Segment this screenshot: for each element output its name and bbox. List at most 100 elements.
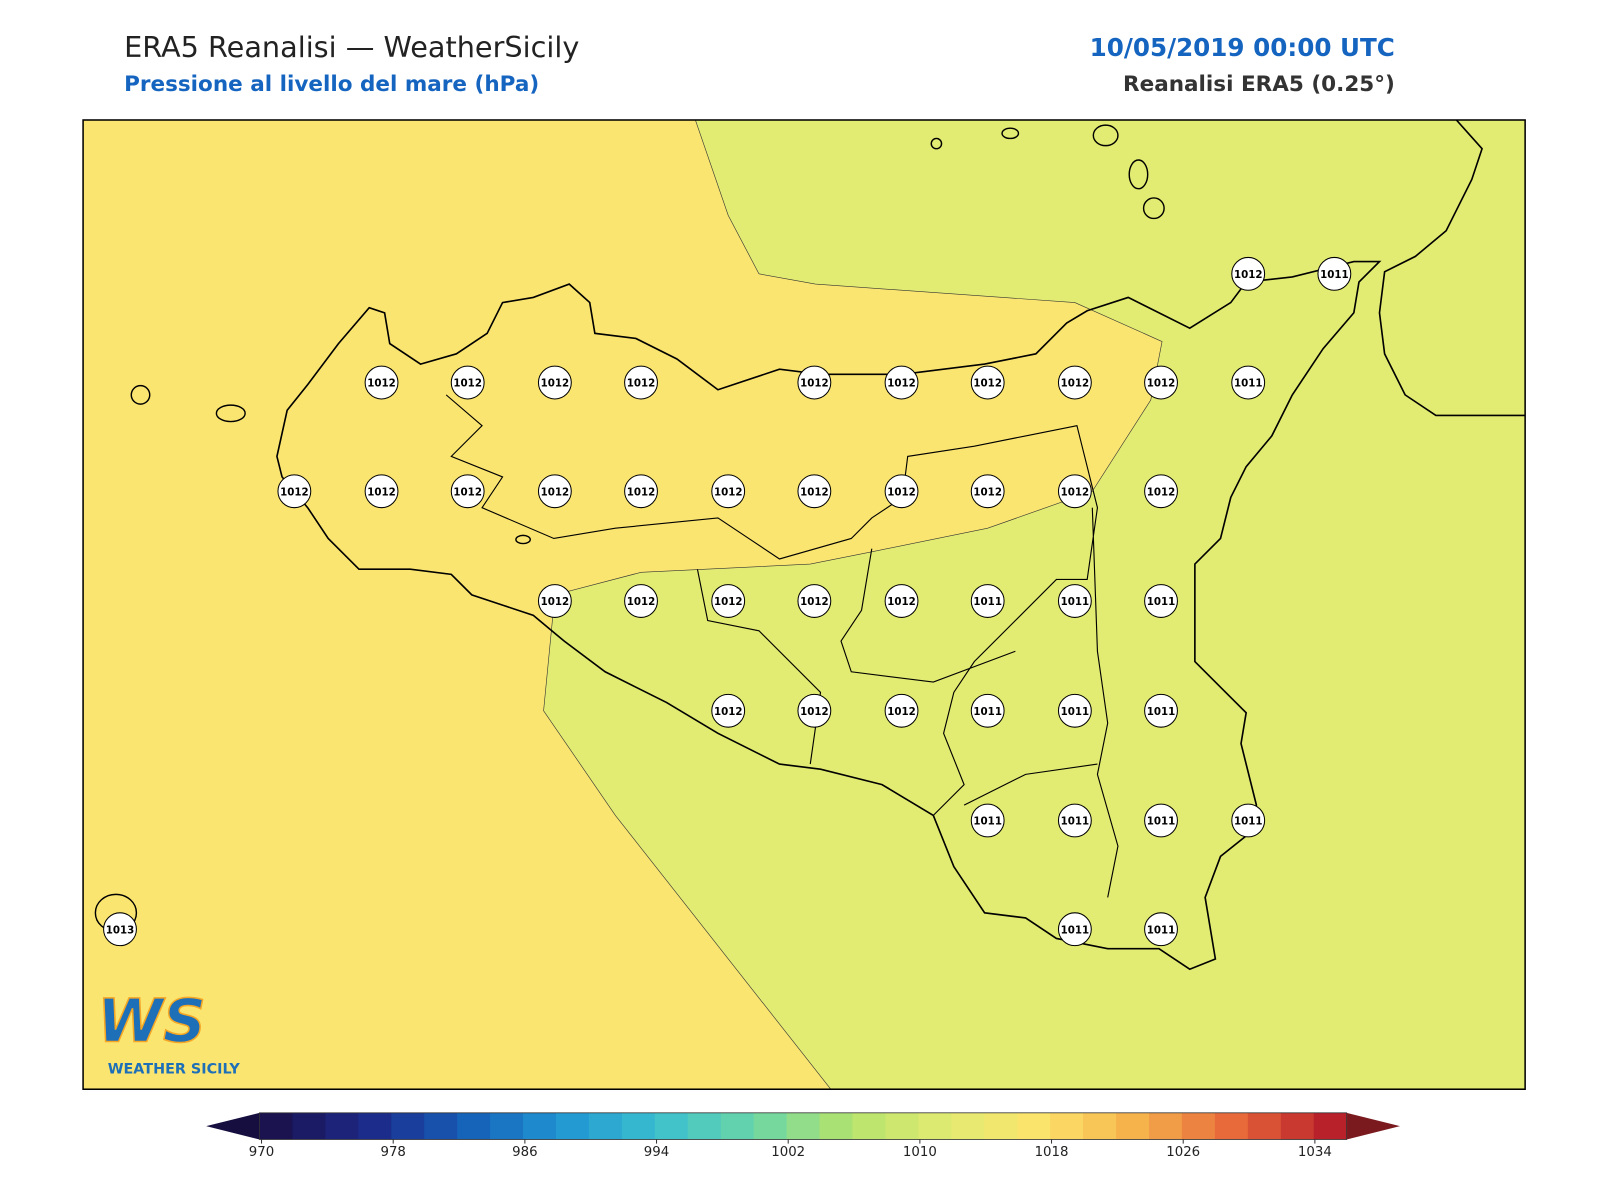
station-marker [797, 474, 832, 509]
station-value: 1012 [973, 378, 1002, 390]
map-frame: 1012 1011 1012 1012 1012 1012 1012 1012 1012 1012… [82, 119, 1526, 1090]
station: 1012 [364, 365, 399, 400]
colorbar-tick-label: 986 [512, 1145, 537, 1160]
station-value: 1012 [887, 486, 916, 498]
station: 1012 [970, 365, 1005, 400]
station-value: 1013 [106, 924, 135, 936]
station-marker [1057, 474, 1092, 509]
station-marker [1057, 584, 1092, 618]
station-value: 1012 [541, 596, 570, 608]
colorbar-segment [325, 1112, 359, 1140]
colorbar-segment [1083, 1112, 1117, 1140]
station-value: 1011 [1061, 596, 1090, 608]
station-marker [1057, 803, 1092, 838]
colorbar-segment [1214, 1112, 1249, 1140]
logo: WS WEATHER SICILY [97, 987, 241, 1078]
colorbar-segment [292, 1112, 326, 1140]
station-value: 1012 [714, 596, 743, 608]
station: 1011 [1231, 803, 1266, 838]
station-marker [884, 474, 919, 509]
station-marker [797, 584, 832, 618]
station-marker [1317, 256, 1352, 291]
province-borders [445, 394, 1119, 898]
station: 1011 [1057, 803, 1092, 838]
date: 10/05/2019 00:00 UTC [1090, 33, 1395, 62]
station-marker [450, 474, 485, 509]
island [1142, 197, 1165, 220]
station: 1012 [450, 474, 485, 509]
colorbar-tick-label: 1026 [1166, 1145, 1200, 1160]
colorbar-segment [358, 1112, 392, 1140]
station: 1012 [1057, 474, 1092, 509]
colorbar-segment [588, 1112, 623, 1140]
station-value: 1011 [1147, 816, 1176, 828]
station-value: 1012 [367, 486, 396, 498]
station: 1012 [537, 365, 572, 400]
colorbar-tick-label: 1018 [1035, 1145, 1069, 1160]
station-value: 1012 [1147, 378, 1176, 390]
colorbar-segment [951, 1112, 985, 1140]
station-value: 1012 [627, 596, 656, 608]
station-marker [1144, 693, 1178, 728]
station: 1011 [970, 584, 1005, 618]
station-marker [1144, 365, 1178, 400]
station-value: 1012 [627, 486, 656, 498]
station-value: 1012 [627, 378, 656, 390]
station: 1012 [797, 584, 832, 618]
colorbar-segment [852, 1112, 886, 1140]
station-marker [624, 584, 658, 618]
station: 1011 [1144, 693, 1178, 728]
colorbar-tick-label: 1034 [1298, 1145, 1332, 1160]
station: 1012 [970, 474, 1005, 509]
colorbar-tick-label: 978 [380, 1145, 405, 1160]
station-value: 1012 [973, 486, 1002, 498]
station-marker [711, 693, 746, 728]
station: 1011 [1057, 584, 1092, 618]
station: 1012 [537, 584, 572, 618]
station-value: 1011 [1061, 924, 1090, 936]
colorbar-segment [555, 1112, 590, 1140]
station-marker [103, 912, 137, 947]
station: 1012 [884, 365, 919, 400]
station: 1012 [624, 584, 658, 618]
station-marker [970, 803, 1005, 838]
station-marker [1231, 803, 1266, 838]
station-marker [624, 474, 658, 509]
station-marker [884, 693, 919, 728]
station-value: 1012 [280, 486, 309, 498]
colorbar-segment [391, 1112, 425, 1140]
colorbar-extend-low [206, 1112, 260, 1140]
station: 1012 [884, 474, 919, 509]
station-value: 1011 [973, 596, 1002, 608]
station: 1012 [797, 474, 832, 509]
station: 1012 [1144, 474, 1178, 509]
station-marker [970, 693, 1005, 728]
colorbar-tick-label: 1010 [903, 1145, 937, 1160]
station-marker [797, 365, 832, 400]
colorbar-segment [918, 1112, 952, 1140]
colorbar-segment [523, 1112, 557, 1140]
island [930, 137, 943, 150]
station: 1012 [884, 693, 919, 728]
station-marker [1057, 693, 1092, 728]
station-marker [1231, 365, 1266, 400]
station-value: 1012 [541, 486, 570, 498]
station-value: 1012 [714, 486, 743, 498]
station: 1011 [1057, 912, 1092, 947]
station-value: 1012 [453, 378, 482, 390]
station-value: 1012 [714, 706, 743, 718]
colorbar-segment [1017, 1112, 1051, 1140]
station: 1012 [797, 693, 832, 728]
station-marker [884, 365, 919, 400]
station-marker [797, 693, 832, 728]
station-marker [1057, 912, 1092, 947]
station: 1011 [1144, 803, 1178, 838]
station: 1012 [537, 474, 572, 509]
station-value: 1011 [973, 706, 1002, 718]
logo-name: WEATHER SICILY [108, 1062, 241, 1078]
station-marker [711, 584, 746, 618]
station: 1011 [1231, 365, 1266, 400]
station-value: 1012 [800, 486, 829, 498]
station-value: 1011 [1147, 924, 1176, 936]
